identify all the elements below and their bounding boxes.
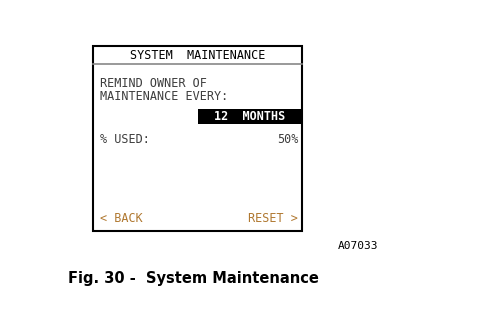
Text: SYSTEM  MAINTENANCE: SYSTEM MAINTENANCE bbox=[130, 49, 265, 61]
Bar bbox=[93, 46, 302, 231]
Text: < BACK: < BACK bbox=[100, 212, 143, 225]
Text: RESET >: RESET > bbox=[248, 212, 299, 225]
Bar bbox=[197, 109, 302, 123]
Text: 50%: 50% bbox=[277, 133, 299, 146]
Text: REMIND OWNER OF: REMIND OWNER OF bbox=[100, 77, 207, 90]
Text: Fig. 30 -  System Maintenance: Fig. 30 - System Maintenance bbox=[68, 271, 319, 286]
Text: MAINTENANCE EVERY:: MAINTENANCE EVERY: bbox=[100, 90, 228, 103]
Text: % USED:: % USED: bbox=[100, 133, 150, 146]
Text: 12  MONTHS: 12 MONTHS bbox=[214, 110, 286, 123]
Text: A07033: A07033 bbox=[338, 241, 378, 251]
